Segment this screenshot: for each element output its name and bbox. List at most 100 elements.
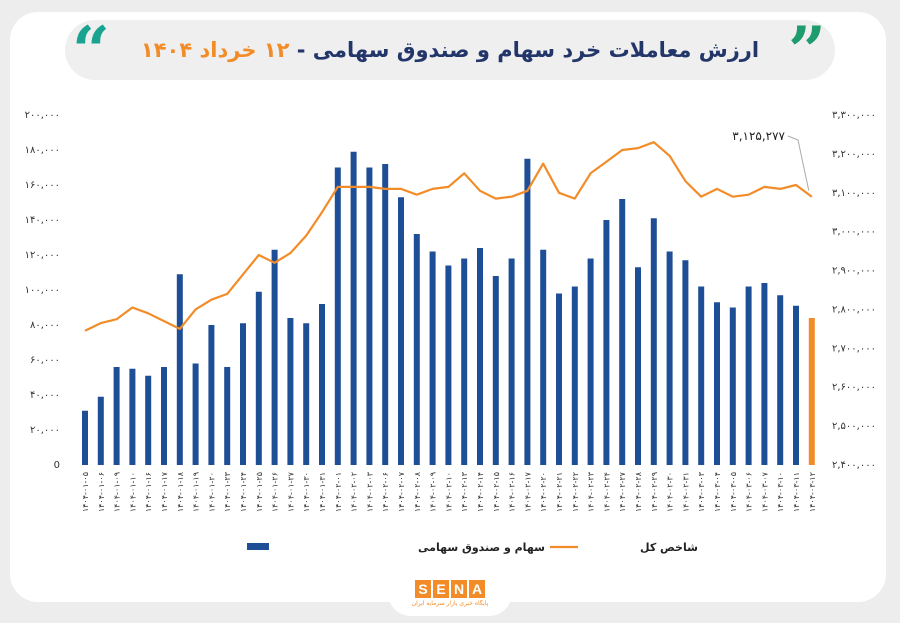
x-tick-label: ۱۴۰۴-۰۳-۱۲ [808, 472, 817, 512]
data-bar [808, 318, 815, 465]
y-left-tick-label: ۲۰,۰۰۰ [30, 425, 60, 436]
x-tick-label: ۱۴۰۴-۰۲-۱۷ [523, 471, 532, 512]
legend-bar-swatch [247, 543, 269, 550]
logo-subtitle: پایگاه خبری بازار سرمایه ایران [411, 600, 489, 607]
y-right-tick-label: ۲,۴۰۰,۰۰۰ [832, 460, 876, 471]
x-tick-label: ۱۴۰۴-۰۲-۲۰ [539, 472, 548, 512]
x-tick-label: ۱۴۰۴-۰۳-۰۶ [745, 472, 754, 512]
x-tick-label: ۱۴۰۴-۰۳-۰۴ [713, 472, 722, 512]
x-tick-label: ۱۴۰۴-۰۱-۲۶ [271, 472, 280, 512]
data-bar [745, 286, 752, 465]
x-tick-label: ۱۴۰۴-۰۲-۲۹ [650, 472, 659, 512]
data-bar [255, 291, 262, 465]
title-dash: - [289, 38, 313, 62]
y-left-tick-label: ۱۰۰,۰۰۰ [25, 285, 60, 296]
data-bar [524, 158, 531, 465]
title-banner [65, 20, 835, 80]
logo-badge [388, 570, 512, 616]
quote-open-icon: “ [72, 12, 110, 90]
x-tick-label: ۱۴۰۴-۰۲-۳۱ [681, 472, 690, 512]
data-bar [382, 164, 389, 465]
logo-letter: E [433, 580, 449, 598]
y-right-tick-label: ۳,۱۰۰,۰۰۰ [832, 188, 876, 199]
x-tick-label: ۱۴۰۴-۰۲-۲۱ [555, 472, 564, 512]
data-bar [82, 410, 88, 465]
data-bar [240, 323, 246, 465]
logo-letter: N [451, 580, 467, 598]
x-tick-label: ۱۴۰۴-۰۲-۱۶ [508, 472, 517, 512]
x-tick-label: ۱۴۰۴-۰۱-۳۱ [318, 472, 327, 512]
y-left-tick-label: ۸۰,۰۰۰ [30, 320, 60, 331]
y-left-tick-label: ۱۸۰,۰۰۰ [25, 145, 60, 156]
legend-bar-label: سهام و صندوق سهامی [418, 541, 545, 554]
x-tick-label: ۱۴۰۴-۰۲-۲۷ [618, 471, 627, 512]
data-bar [271, 249, 278, 465]
data-bar [508, 258, 515, 465]
data-bar [603, 220, 610, 465]
annotation-label: ۳,۱۲۵,۲۷۷ [732, 129, 785, 143]
x-tick-label: ۱۴۰۴-۰۱-۲۳ [223, 471, 232, 512]
x-tick-label: ۱۴۰۴-۰۲-۲۸ [634, 471, 643, 512]
data-bar [145, 375, 152, 465]
x-tick-label: ۱۴۰۴-۰۲-۰۶ [381, 472, 390, 512]
x-tick-label: ۱۴۰۴-۰۲-۰۸ [413, 471, 422, 512]
data-bar [319, 304, 325, 465]
x-tick-label: ۱۴۰۴-۰۲-۲۳ [587, 471, 596, 512]
x-tick-label: ۱۴۰۴-۰۲-۱۰ [444, 472, 453, 512]
data-bar [208, 325, 215, 465]
x-tick-label: ۱۴۰۴-۰۲-۱۴ [476, 472, 485, 512]
data-bar [113, 367, 120, 465]
data-bar [682, 260, 689, 465]
data-bar [777, 295, 784, 465]
data-bar [619, 199, 626, 465]
logo-letter: A [469, 580, 485, 598]
x-tick-label: ۱۴۰۴-۰۱-۱۷ [160, 471, 169, 512]
data-bar [192, 363, 199, 465]
data-bar [366, 167, 373, 465]
legend-line-label: شاخص کل [640, 541, 698, 554]
x-tick-label: ۱۴۰۴-۰۲-۰۳ [365, 471, 374, 512]
x-tick-label: ۱۴۰۴-۰۲-۲۲ [571, 472, 580, 512]
y-left-tick-label: 0 [54, 460, 60, 471]
title-date: ۱۲ خرداد ۱۴۰۴ [140, 38, 290, 62]
x-tick-label: ۱۴۰۴-۰۱-۳۰ [302, 472, 311, 512]
data-bar [571, 286, 578, 465]
data-bar [97, 396, 104, 465]
logo-letter: S [415, 580, 431, 598]
data-bar [224, 367, 231, 465]
x-tick-label: ۱۴۰۴-۰۱-۰۵ [81, 472, 90, 512]
title-main: ارزش معاملات خرد سهام و صندوق سهامی [312, 38, 760, 62]
data-bar [287, 318, 294, 465]
x-tick-label: ۱۴۰۴-۰۲-۰۱ [334, 472, 343, 512]
x-tick-label: ۱۴۰۴-۰۱-۱۰ [128, 472, 137, 512]
data-bar [761, 283, 768, 465]
x-tick-label: ۱۴۰۴-۰۳-۱۱ [792, 472, 801, 512]
data-bar [698, 286, 705, 465]
data-bar [176, 274, 183, 465]
page-title: ارزش معاملات خرد سهام و صندوق سهامی - ۱۲… [95, 20, 805, 80]
y-left-tick-label: ۶۰,۰۰۰ [30, 355, 60, 366]
x-tick-label: ۱۴۰۴-۰۱-۱۹ [192, 472, 201, 512]
data-bar [334, 167, 341, 465]
x-tick-label: ۱۴۰۴-۰۲-۰۷ [397, 471, 406, 512]
annotation-leader [787, 135, 810, 191]
data-bar [303, 323, 310, 465]
x-tick-label: ۱۴۰۴-۰۱-۰۶ [97, 472, 106, 512]
x-tick-label: ۱۴۰۴-۰۱-۱۸ [176, 471, 185, 512]
data-bar [461, 258, 468, 465]
x-tick-label: ۱۴۰۴-۰۳-۱۰ [776, 472, 785, 512]
x-tick-label: ۱۴۰۴-۰۱-۲۰ [207, 472, 216, 512]
y-left-tick-label: ۲۰۰,۰۰۰ [25, 110, 60, 121]
data-bar [793, 305, 799, 465]
y-right-tick-label: ۲,۸۰۰,۰۰۰ [832, 304, 876, 315]
line-series-shakhes [84, 141, 813, 332]
x-tick-label: ۱۴۰۴-۰۳-۰۵ [729, 472, 738, 512]
x-tick-label: ۱۴۰۴-۰۲-۰۲ [350, 472, 359, 512]
x-tick-label: ۱۴۰۴-۰۳-۰۳ [697, 471, 706, 512]
y-right-tick-label: ۲,۶۰۰,۰۰۰ [832, 382, 876, 393]
data-bar [492, 276, 499, 465]
data-bar [587, 258, 594, 465]
x-tick-label: ۱۴۰۴-۰۲-۲۴ [602, 472, 611, 512]
x-tick-label: ۱۴۰۴-۰۱-۱۶ [144, 472, 153, 512]
